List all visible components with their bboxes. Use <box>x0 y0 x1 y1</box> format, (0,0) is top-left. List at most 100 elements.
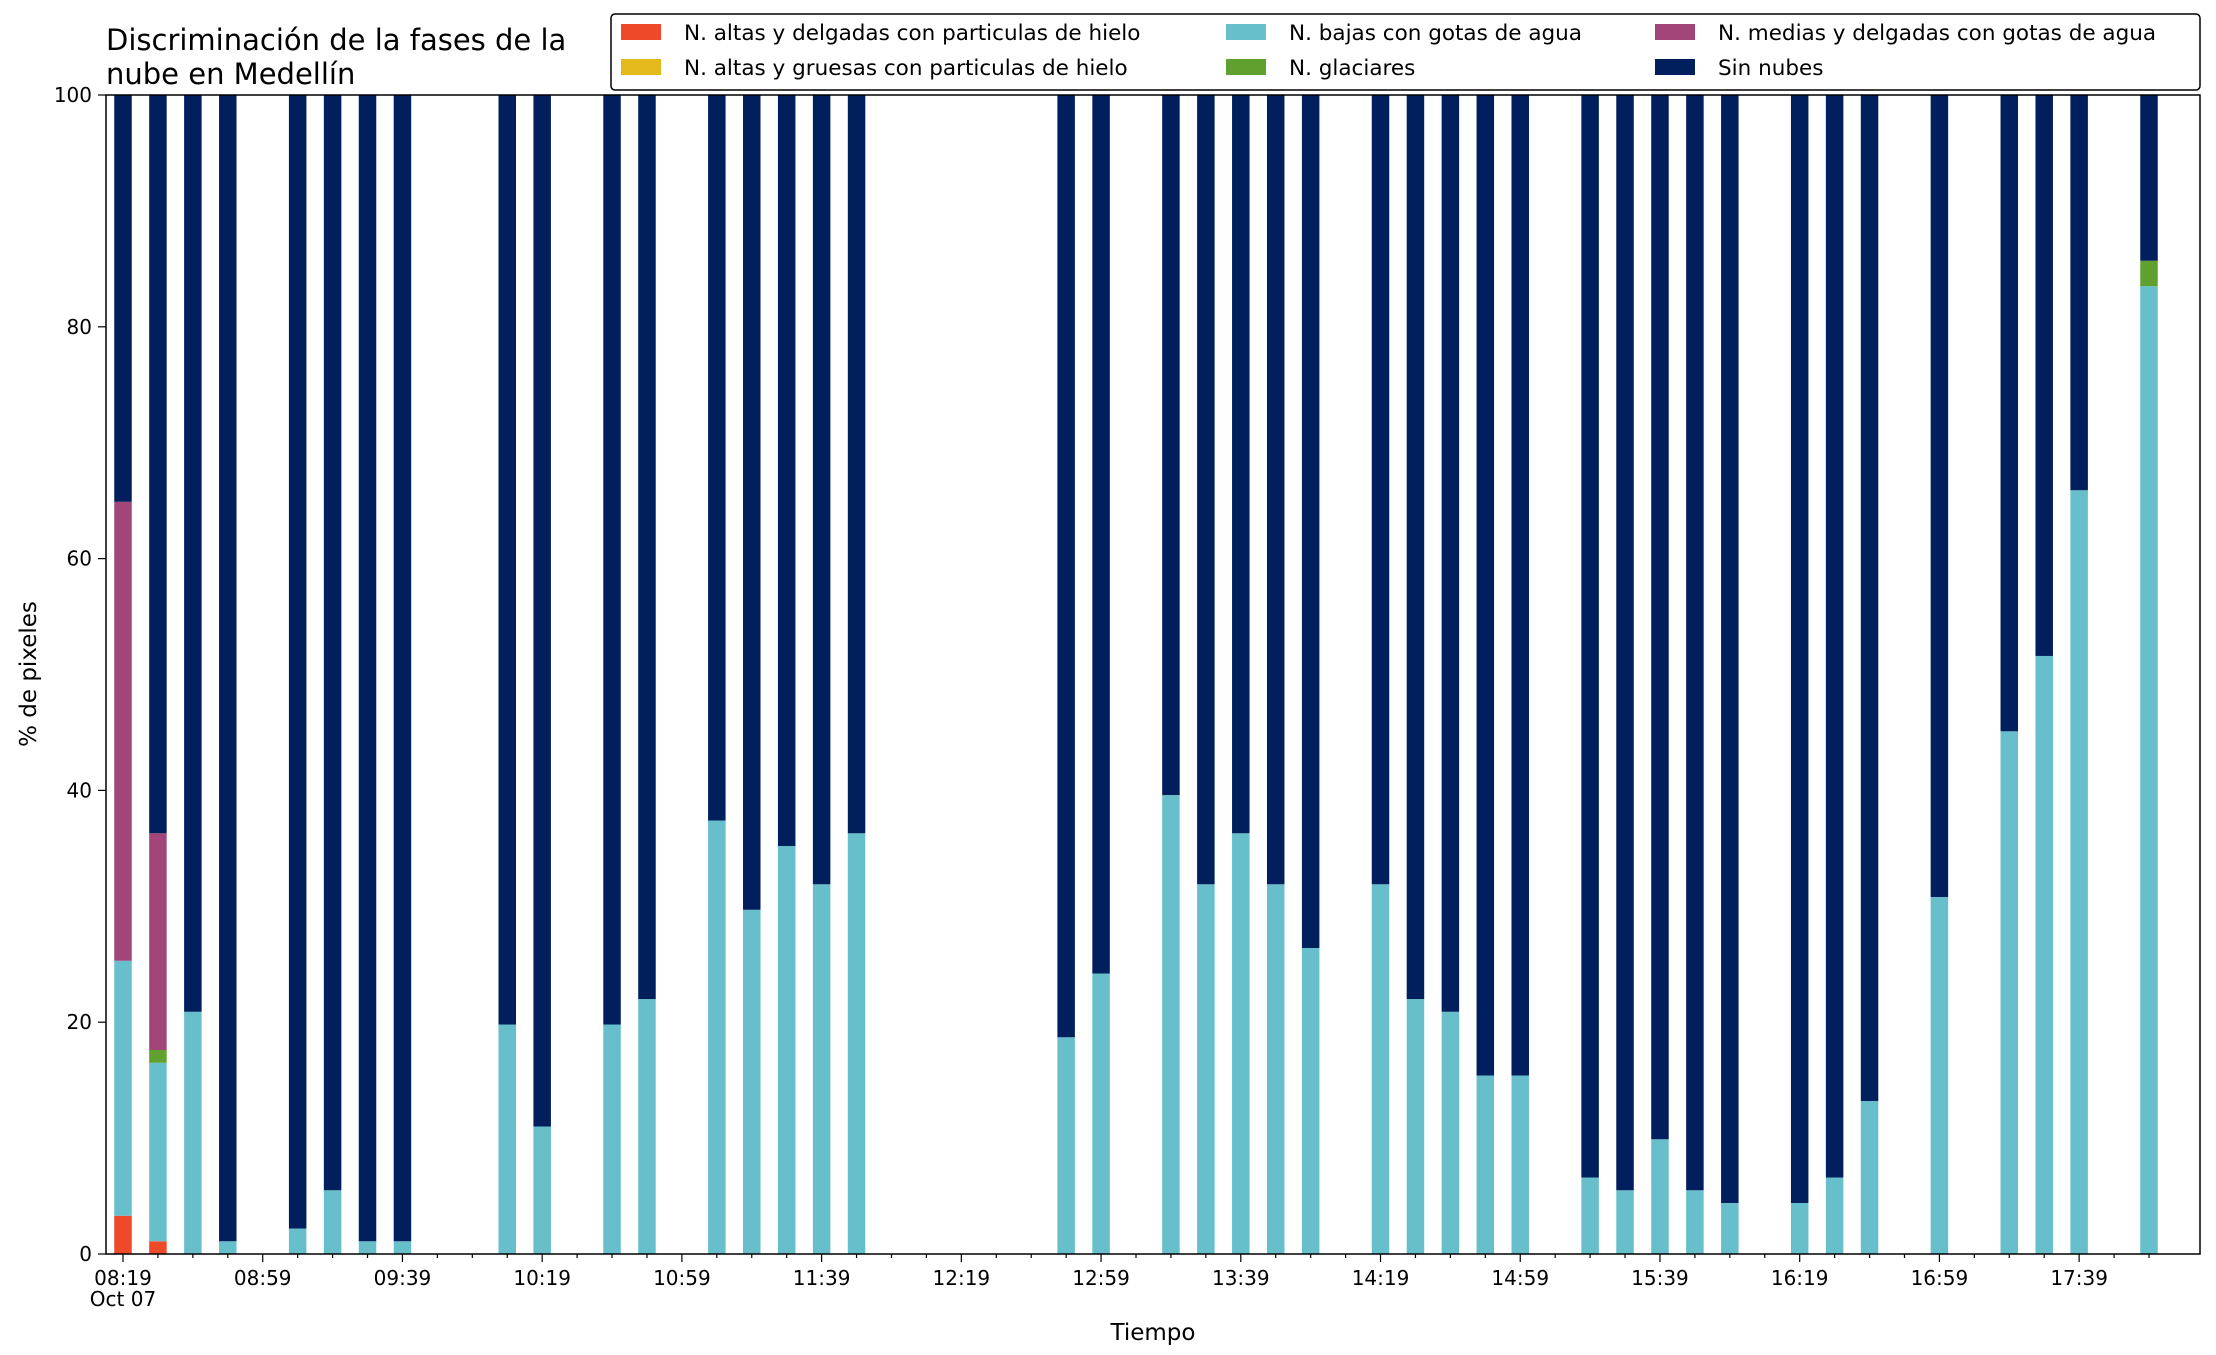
bar-segment-sin-nubes <box>1616 95 1634 1191</box>
chart-title-line-1: Discriminación de la fases de la <box>106 23 566 57</box>
bar-segment-n-bajas-con-gotas-de-agua <box>1616 1190 1634 1254</box>
bar-segment-n-bajas-con-gotas-de-agua <box>184 1011 202 1254</box>
y-tick-label: 20 <box>67 1010 92 1034</box>
x-tick-label: 12:19 <box>933 1266 991 1290</box>
x-tick-label: 17:39 <box>2050 1266 2108 1290</box>
legend: N. altas y delgadas con particulas de hi… <box>610 13 2201 91</box>
x-tick-label: 08:19 <box>94 1266 152 1290</box>
x-tick-label: 11:39 <box>793 1266 851 1290</box>
bar-segment-n-medias-y-delgadas-con-gotas-de-agua <box>149 833 167 1051</box>
legend-swatch-high-thick-ice <box>621 59 661 75</box>
bar-segment-sin-nubes <box>1266 95 1285 885</box>
y-ticks: 0 20 40 60 80 100 <box>54 83 106 1266</box>
bar-segment-sin-nubes <box>1825 95 1844 1178</box>
bar-segment-n-bajas-con-gotas-de-agua <box>1266 884 1285 1254</box>
bar-segment-sin-nubes <box>777 95 796 847</box>
x-ticks: 08:19 08:59 09:39 10:19 10:59 11:39 12:19 12:59… <box>94 1254 2150 1290</box>
bar-segment-sin-nubes <box>1406 95 1425 1000</box>
bar-segment-n-bajas-con-gotas-de-agua <box>1790 1203 1809 1254</box>
y-tick-label: 100 <box>54 83 92 107</box>
bar-segment-sin-nubes <box>1511 95 1529 1076</box>
legend-swatch-high-thin-ice <box>621 24 661 40</box>
x-tick-label: 09:39 <box>374 1266 432 1290</box>
bar-segment-n-bajas-con-gotas-de-agua <box>743 909 761 1254</box>
bar-segment-n-bajas-con-gotas-de-agua <box>708 820 726 1254</box>
bar-segment-n-bajas-con-gotas-de-agua <box>1511 1075 1529 1254</box>
x-tick-label: 10:59 <box>653 1266 711 1290</box>
bar-segment-sin-nubes <box>184 95 202 1012</box>
bar-segment-n-altas-y-delgadas-con-particulas-de-hielo <box>149 1241 167 1254</box>
bar-segment-n-glaciares <box>2140 260 2158 287</box>
bar-segment-n-bajas-con-gotas-de-agua <box>1860 1101 1879 1254</box>
x-tick-label: 16:59 <box>1911 1266 1969 1290</box>
bar-segment-n-bajas-con-gotas-de-agua <box>533 1126 551 1254</box>
legend-swatch-clear-sky <box>1655 59 1695 75</box>
plot-frame <box>105 94 2201 1255</box>
legend-label-high-thin-ice: N. altas y delgadas con particulas de hi… <box>684 21 1140 46</box>
bar-segment-sin-nubes <box>393 95 412 1242</box>
bar-segment-sin-nubes <box>1092 95 1110 974</box>
bar-segment-sin-nubes <box>1651 95 1669 1140</box>
bar-segment-sin-nubes <box>1301 95 1320 949</box>
bar-segment-sin-nubes <box>533 95 551 1127</box>
bar-segment-n-bajas-con-gotas-de-agua <box>358 1241 377 1254</box>
legend-swatch-low-water <box>1226 24 1266 40</box>
x-tick-label: 10:19 <box>513 1266 571 1290</box>
bar-segment-n-bajas-con-gotas-de-agua <box>1721 1203 1739 1254</box>
bar-segment-sin-nubes <box>743 95 761 910</box>
y-axis-label: % de pixeles <box>16 601 42 747</box>
bar-segment-n-bajas-con-gotas-de-agua <box>288 1228 307 1254</box>
bar-segment-sin-nubes <box>1860 95 1879 1102</box>
bar-segment-sin-nubes <box>2035 95 2053 656</box>
bar-segment-n-bajas-con-gotas-de-agua <box>114 960 132 1216</box>
bar-segment-n-bajas-con-gotas-de-agua <box>1930 897 1949 1254</box>
bar-segment-n-altas-y-delgadas-con-particulas-de-hielo <box>114 1215 132 1254</box>
bar-segment-sin-nubes <box>812 95 831 885</box>
bar-segment-n-bajas-con-gotas-de-agua <box>323 1190 342 1254</box>
bar-segment-n-bajas-con-gotas-de-agua <box>1232 833 1250 1254</box>
bars-group <box>114 95 2158 1255</box>
bar-segment-sin-nubes <box>708 95 726 821</box>
bar-segment-n-bajas-con-gotas-de-agua <box>1825 1177 1844 1254</box>
bar-segment-sin-nubes <box>1371 95 1390 885</box>
legend-swatch-glaciers <box>1226 59 1266 75</box>
bar-segment-n-bajas-con-gotas-de-agua <box>2140 286 2158 1254</box>
chart-title-line-2: nube en Medellín <box>106 57 355 91</box>
bar-segment-n-bajas-con-gotas-de-agua <box>393 1241 412 1254</box>
bar-segment-n-bajas-con-gotas-de-agua <box>498 1024 516 1254</box>
bar-segment-sin-nubes <box>1057 95 1075 1038</box>
bar-segment-sin-nubes <box>323 95 342 1191</box>
legend-label-low-water: N. bajas con gotas de agua <box>1289 21 1582 46</box>
y-tick-label: 40 <box>67 778 92 802</box>
bar-segment-sin-nubes <box>1930 95 1949 898</box>
bar-segment-sin-nubes <box>498 95 516 1025</box>
x-tick-label: 14:59 <box>1491 1266 1549 1290</box>
plot-background <box>106 95 2200 1254</box>
x-tick-label: 12:59 <box>1072 1266 1130 1290</box>
x-axis-label: Tiempo <box>1110 1320 1196 1346</box>
bar-segment-sin-nubes <box>1581 95 1599 1178</box>
y-tick-label: 0 <box>79 1242 92 1266</box>
x-tick-label: 13:39 <box>1212 1266 1270 1290</box>
x-tick-label: 16:19 <box>1771 1266 1829 1290</box>
legend-label-clear-sky: Sin nubes <box>1718 56 1823 81</box>
bar-segment-n-bajas-con-gotas-de-agua <box>1057 1037 1075 1254</box>
y-tick-label: 80 <box>67 315 92 339</box>
bar-segment-sin-nubes <box>638 95 656 1000</box>
bar-segment-n-bajas-con-gotas-de-agua <box>2035 655 2053 1254</box>
x-tick-label: 08:59 <box>234 1266 292 1290</box>
bar-segment-n-bajas-con-gotas-de-agua <box>2070 490 2088 1255</box>
bar-segment-sin-nubes <box>1197 95 1215 885</box>
bar-segment-sin-nubes <box>603 95 621 1025</box>
legend-box <box>610 13 2201 91</box>
bar-segment-n-bajas-con-gotas-de-agua <box>1371 884 1390 1254</box>
bar-segment-n-bajas-con-gotas-de-agua <box>1092 973 1110 1254</box>
bar-segment-n-bajas-con-gotas-de-agua <box>149 1062 167 1242</box>
bar-segment-n-bajas-con-gotas-de-agua <box>1301 948 1320 1254</box>
x-tick-sublabel: Oct 07 <box>90 1287 156 1311</box>
bar-segment-n-bajas-con-gotas-de-agua <box>219 1241 237 1254</box>
bar-segment-n-bajas-con-gotas-de-agua <box>1197 884 1215 1254</box>
bar-segment-sin-nubes <box>358 95 377 1242</box>
bar-segment-n-bajas-con-gotas-de-agua <box>1651 1139 1669 1254</box>
